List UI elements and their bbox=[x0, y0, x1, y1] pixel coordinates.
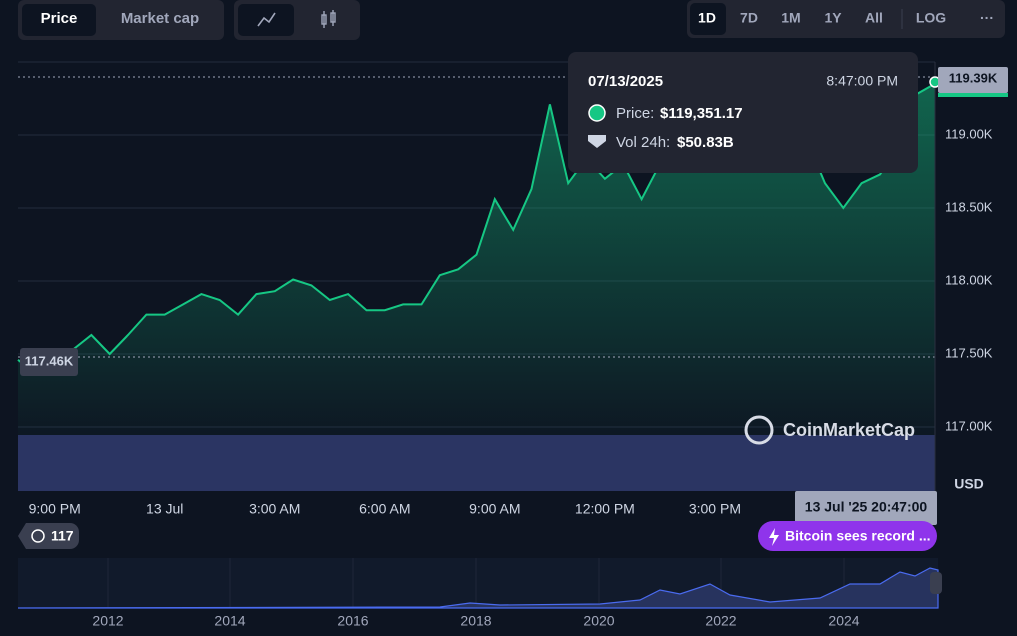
range-group bbox=[687, 0, 1005, 38]
crosshair-tag bbox=[795, 491, 937, 525]
navigator-tick: 2024 bbox=[828, 613, 859, 629]
y-tick-label: 118.00K bbox=[945, 272, 993, 287]
navigator-line bbox=[17, 567, 939, 609]
x-tick-label: 9:00 PM bbox=[29, 501, 81, 517]
x-tick-label: 9:00 AM bbox=[469, 501, 520, 517]
x-tick-label: 3:00 AM bbox=[249, 501, 300, 517]
navigator-tick: 2018 bbox=[460, 613, 491, 629]
price-dot bbox=[588, 104, 606, 122]
tooltip-price-label: Price: bbox=[616, 105, 654, 122]
tooltip bbox=[568, 52, 918, 173]
news-badge[interactable] bbox=[758, 521, 937, 551]
current-label: 119.39K bbox=[949, 70, 998, 85]
tab[interactable]: Price bbox=[41, 10, 78, 27]
unit: USD bbox=[954, 476, 984, 492]
tooltip-vol: $50.83B bbox=[677, 134, 734, 151]
tab[interactable]: Market cap bbox=[121, 10, 199, 27]
vol-icon bbox=[588, 135, 606, 148]
y-tick-label: 118.50K bbox=[945, 199, 993, 214]
x-tick-label: 3:00 PM bbox=[689, 501, 741, 517]
tooltip-time: 8:47:00 PM bbox=[826, 73, 898, 89]
news[interactable]: Bitcoin sees record ... bbox=[785, 528, 931, 544]
navigator-handle[interactable] bbox=[930, 572, 942, 594]
start-tag bbox=[20, 348, 78, 376]
range[interactable]: 7D bbox=[740, 10, 758, 26]
x-tick-label: 12:00 PM bbox=[575, 501, 635, 517]
x-tick-label: 6:00 AM bbox=[359, 501, 410, 517]
navigator-tick: 2022 bbox=[705, 613, 736, 629]
history-icon bbox=[31, 529, 45, 543]
watermark: CoinMarketCap bbox=[783, 420, 915, 440]
current-tag-bar bbox=[938, 93, 1008, 97]
navigator-tick: 2012 bbox=[92, 613, 123, 629]
navigator bbox=[18, 558, 938, 608]
navigator-tick: 2020 bbox=[583, 613, 614, 629]
range-active[interactable] bbox=[690, 3, 726, 35]
tooltip-price: $119,351.17 bbox=[660, 105, 743, 122]
current-tag bbox=[938, 67, 1008, 93]
crosshair-label: 13 Jul '25 20:47:00 bbox=[805, 499, 928, 515]
navigator-tick: 2014 bbox=[214, 613, 245, 629]
bolt bbox=[769, 528, 779, 546]
y-tick-label: 117.50K bbox=[945, 345, 993, 360]
y-tick-label: 119.00K bbox=[945, 126, 993, 141]
tooltip-date: 07/13/2025 bbox=[588, 73, 663, 90]
line-icon bbox=[257, 12, 276, 27]
tooltip-vol-label: Vol 24h: bbox=[616, 134, 670, 151]
volume-bars bbox=[18, 435, 935, 491]
range[interactable]: All bbox=[865, 10, 883, 26]
range[interactable]: 1Y bbox=[824, 10, 842, 26]
range[interactable]: LOG bbox=[916, 10, 946, 26]
more[interactable]: ··· bbox=[980, 10, 994, 26]
x-tick-label: 13 Jul bbox=[146, 501, 183, 517]
candle-icon[interactable] bbox=[321, 10, 336, 28]
tab-active[interactable] bbox=[22, 4, 96, 36]
range[interactable]: 1D bbox=[698, 10, 716, 26]
logo bbox=[744, 415, 774, 445]
y-tick-label: 117.00K bbox=[945, 418, 993, 433]
history-count[interactable]: 117 bbox=[51, 528, 74, 544]
history-badge[interactable] bbox=[18, 523, 79, 549]
navigator-tick: 2016 bbox=[337, 613, 368, 629]
range[interactable]: 1M bbox=[781, 10, 800, 26]
start-label: 117.46K bbox=[25, 353, 74, 368]
